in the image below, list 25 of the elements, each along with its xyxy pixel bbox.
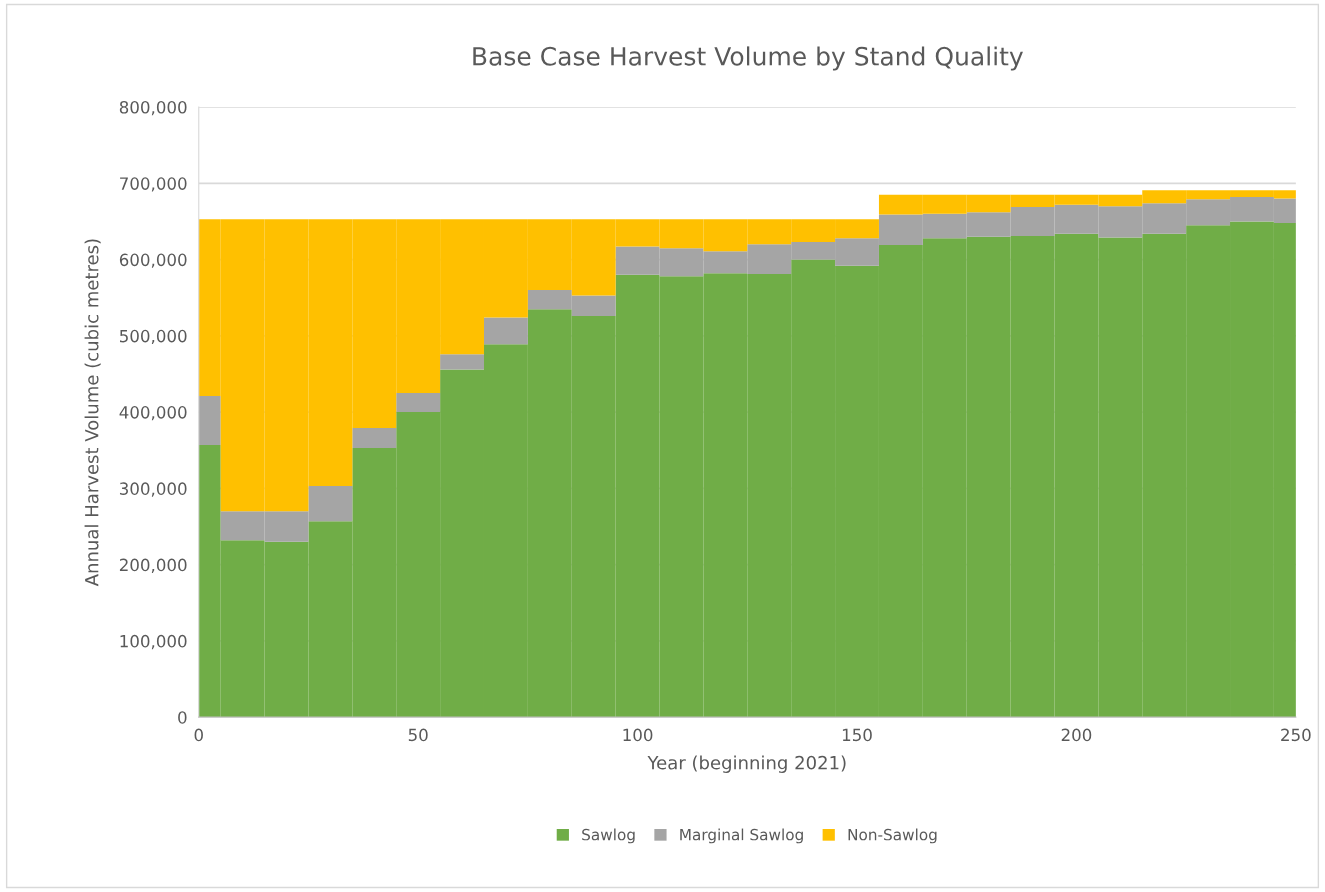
y-tick-label: 700,000 [120, 177, 187, 192]
y-tick-label: 300,000 [119, 482, 187, 497]
y-tick-label: 0 [178, 711, 187, 724]
x-tick-label: 50 [408, 728, 428, 742]
chart-title: Base Case Harvest Volume by Stand Quality [473, 46, 1023, 71]
legend-label: Non-Sawlog [848, 828, 937, 844]
y-tick-label: 400,000 [119, 406, 187, 421]
bar [396, 393, 441, 413]
y-tick-label: 600,000 [119, 253, 187, 268]
y-tick-label: 800,000 [119, 101, 187, 116]
x-tick-label: 250 [1281, 728, 1311, 742]
x-tick-label: 200 [1061, 728, 1092, 742]
bar [440, 354, 484, 370]
y-tick-label: 500,000 [120, 329, 187, 345]
x-tick-label: 0 [194, 728, 203, 742]
y-tick-label: 200,000 [119, 558, 187, 573]
y-axis-title: Annual Harvest Volume (cubic metres) [84, 239, 101, 587]
bar [484, 317, 528, 345]
x-tick-label: 100 [623, 728, 653, 742]
legend-label: Marginal Sawlog [680, 828, 803, 844]
y-tick-label: 100,000 [120, 634, 187, 650]
x-axis-title: Year (beginning 2021) [647, 755, 846, 773]
legend-label: Sawlog [582, 828, 635, 844]
x-tick-label: 150 [842, 728, 872, 742]
bar [352, 428, 397, 448]
